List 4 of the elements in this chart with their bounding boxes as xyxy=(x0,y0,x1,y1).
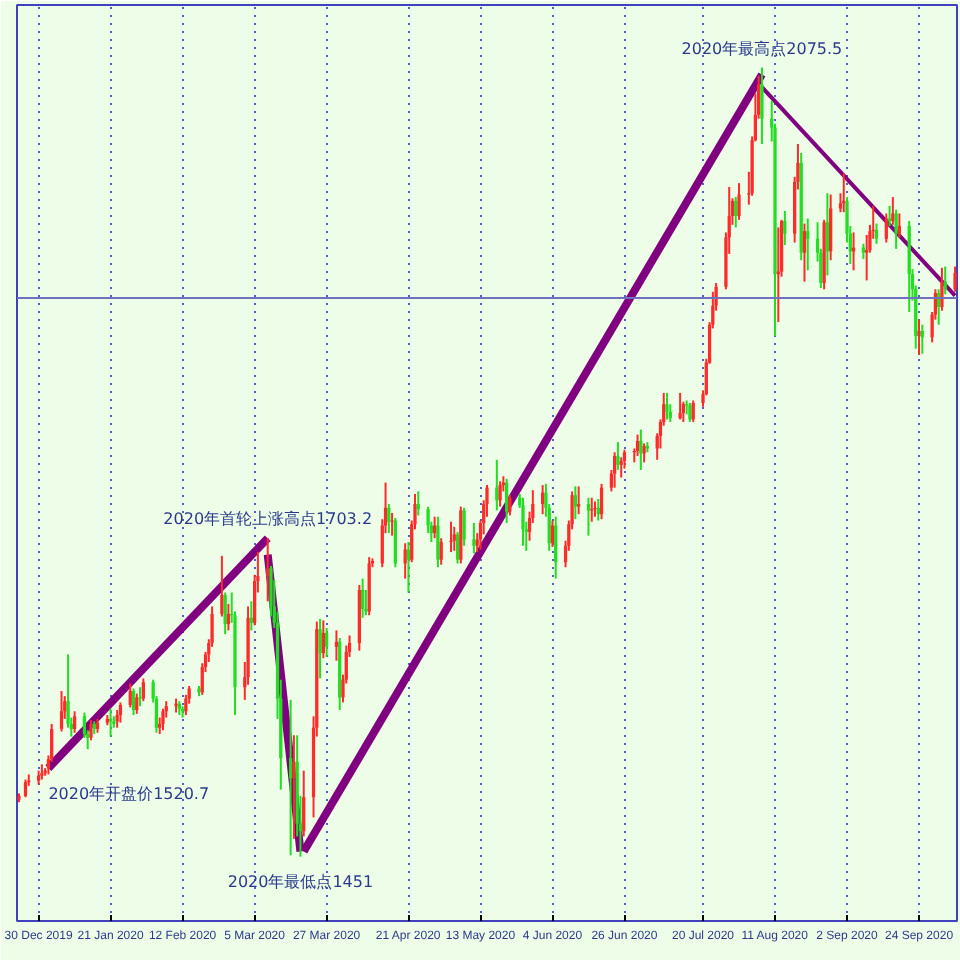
annotation: 2020年最高点2075.5 xyxy=(681,39,843,58)
annotation: 2020年最低点1451 xyxy=(227,872,374,891)
annotation: 2020年首轮上涨高点1703.2 xyxy=(163,509,373,528)
annotation: 2020年开盘价1520.7 xyxy=(48,784,210,803)
